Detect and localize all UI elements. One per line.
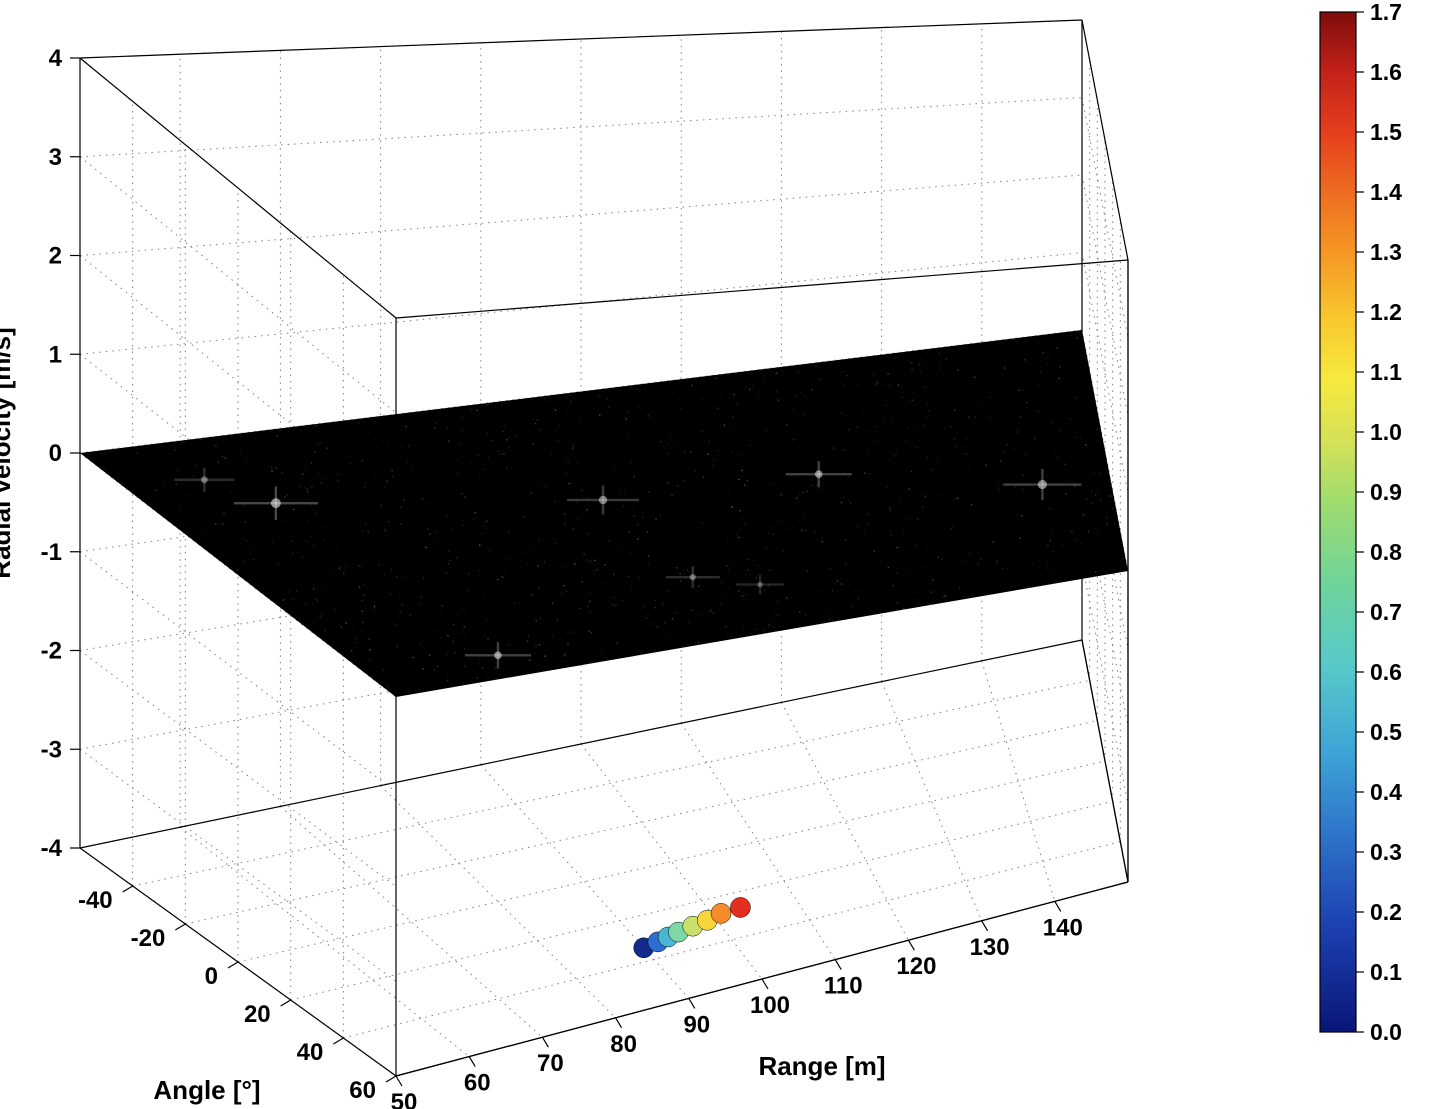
colorbar-tick-label: 1.2 (1370, 299, 1402, 325)
colorbar-tick-label: 1.3 (1370, 239, 1402, 265)
scatter-group (634, 897, 751, 957)
colorbar-tick-label: 1.1 (1370, 359, 1402, 385)
z-tick-label: -4 (41, 835, 63, 862)
x-axis-label: Range [m] (758, 1051, 885, 1081)
z-tick-label: -2 (41, 638, 62, 665)
scatter-point (711, 903, 731, 923)
x-tick-label: 120 (896, 953, 936, 980)
colorbar-tick-label: 1.6 (1370, 59, 1402, 85)
colorbar-tick-label: 0.0 (1370, 1019, 1402, 1045)
x-tick-label: 140 (1043, 914, 1083, 941)
y-tick-label: 0 (205, 963, 218, 990)
z-tick-label: -1 (41, 539, 62, 566)
scatter-point (730, 897, 750, 917)
colorbar-tick-label: 1.0 (1370, 419, 1402, 445)
colorbar-tick-label: 0.7 (1370, 599, 1402, 625)
z-tick-label: 1 (49, 341, 62, 368)
colorbar-tick-label: 0.2 (1370, 899, 1402, 925)
colorbar-tick-label: 0.3 (1370, 839, 1402, 865)
x-tick-label: 50 (391, 1089, 418, 1109)
colorbar-tick-label: 1.5 (1370, 119, 1402, 145)
y-tick-label: 20 (244, 1001, 271, 1028)
x-tick-label: 90 (683, 1011, 710, 1038)
x-tick-label: 100 (750, 992, 790, 1019)
z-tick-label: 4 (49, 45, 63, 72)
colorbar-tick-label: 0.4 (1370, 779, 1402, 805)
colorbar-tick-label: 0.9 (1370, 479, 1402, 505)
z-tick-label: 0 (49, 440, 62, 467)
y-tick-label: 60 (349, 1077, 376, 1104)
y-tick-label: -20 (131, 925, 166, 952)
y-axis-label: Angle [°] (153, 1075, 260, 1105)
colorbar-tick-label: 0.6 (1370, 659, 1402, 685)
colorbar-tick-label: 1.4 (1370, 179, 1402, 205)
colorbar-tick-label: 0.1 (1370, 959, 1402, 985)
colorbar-group: 0.0 0.1 0.2 0.3 0.4 0.5 0.6 0.7 0.8 0.9 1.0 1.1 1.2 1… (1320, 0, 1402, 1045)
x-tick-label: 60 (464, 1070, 491, 1097)
x-tick-label: 70 (537, 1050, 564, 1077)
colorbar-tick-label: 1.7 (1370, 0, 1402, 25)
z-tick-label: 3 (49, 144, 62, 171)
z-tick-label: -3 (41, 736, 62, 763)
scene-svg: -4 -3 -2 -1 0 1 2 3 4 -40 -20 0 20 40 60 50 60 70 80 90 100 1… (0, 0, 1440, 1109)
y-tick-label: -40 (78, 887, 113, 914)
x-tick-label: 80 (610, 1031, 637, 1058)
colorbar (1320, 12, 1356, 1032)
y-tick-label: 40 (297, 1039, 324, 1066)
z-tick-label: 2 (49, 243, 62, 270)
colorbar-tick-label: 0.8 (1370, 539, 1402, 565)
z-axis-label: Radial velocity [m/s] (0, 327, 16, 578)
x-tick-label: 110 (824, 973, 863, 1000)
colorbar-tick-label: 0.5 (1370, 719, 1402, 745)
x-tick-label: 130 (970, 934, 1010, 961)
chart-root: -4 -3 -2 -1 0 1 2 3 4 -40 -20 0 20 40 60 50 60 70 80 90 100 1… (0, 0, 1440, 1109)
